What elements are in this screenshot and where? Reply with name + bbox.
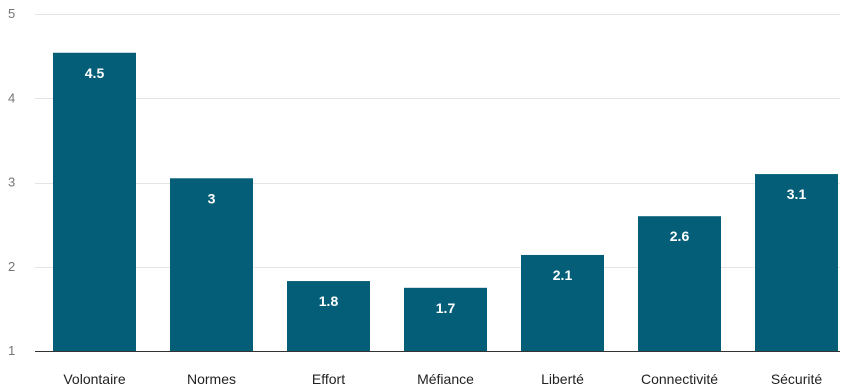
x-tick-label: Connectivité [641, 371, 718, 387]
bar-effort [287, 281, 370, 351]
x-tick-label: Méfiance [417, 371, 474, 387]
bars: 4.5 3 1.8 1.7 2.1 2.6 3.1 [53, 52, 838, 351]
x-tick-label: Effort [312, 371, 345, 387]
bar-normes [170, 178, 253, 351]
x-tick-label: Volontaire [63, 371, 125, 387]
y-tick-label: 2 [8, 259, 15, 274]
bar-volontaire [53, 52, 136, 351]
x-tick-label: Sécurité [771, 371, 823, 387]
bar-méfiance [404, 287, 487, 351]
bar-connectivité [638, 216, 721, 351]
bar-liberté [521, 254, 604, 351]
data-label: 3.1 [787, 186, 807, 202]
y-tick-label: 4 [8, 90, 15, 105]
x-axis: Volontaire Normes Effort Méfiance Liberté Con… [35, 351, 840, 387]
y-tick-label: 3 [8, 175, 15, 190]
data-label: 3 [208, 190, 216, 206]
y-tick-label: 5 [8, 6, 15, 21]
data-label: 1.8 [319, 293, 339, 309]
data-label: 1.7 [436, 300, 456, 316]
x-tick-label: Normes [187, 371, 236, 387]
bar-sécurité [755, 174, 838, 351]
y-tick-label: 1 [8, 343, 15, 358]
x-tick-label: Liberté [541, 371, 584, 387]
data-label: 2.6 [670, 228, 690, 244]
data-label: 2.1 [553, 267, 573, 283]
data-label: 4.5 [85, 65, 105, 81]
y-axis: 1 2 3 4 5 [8, 6, 15, 358]
